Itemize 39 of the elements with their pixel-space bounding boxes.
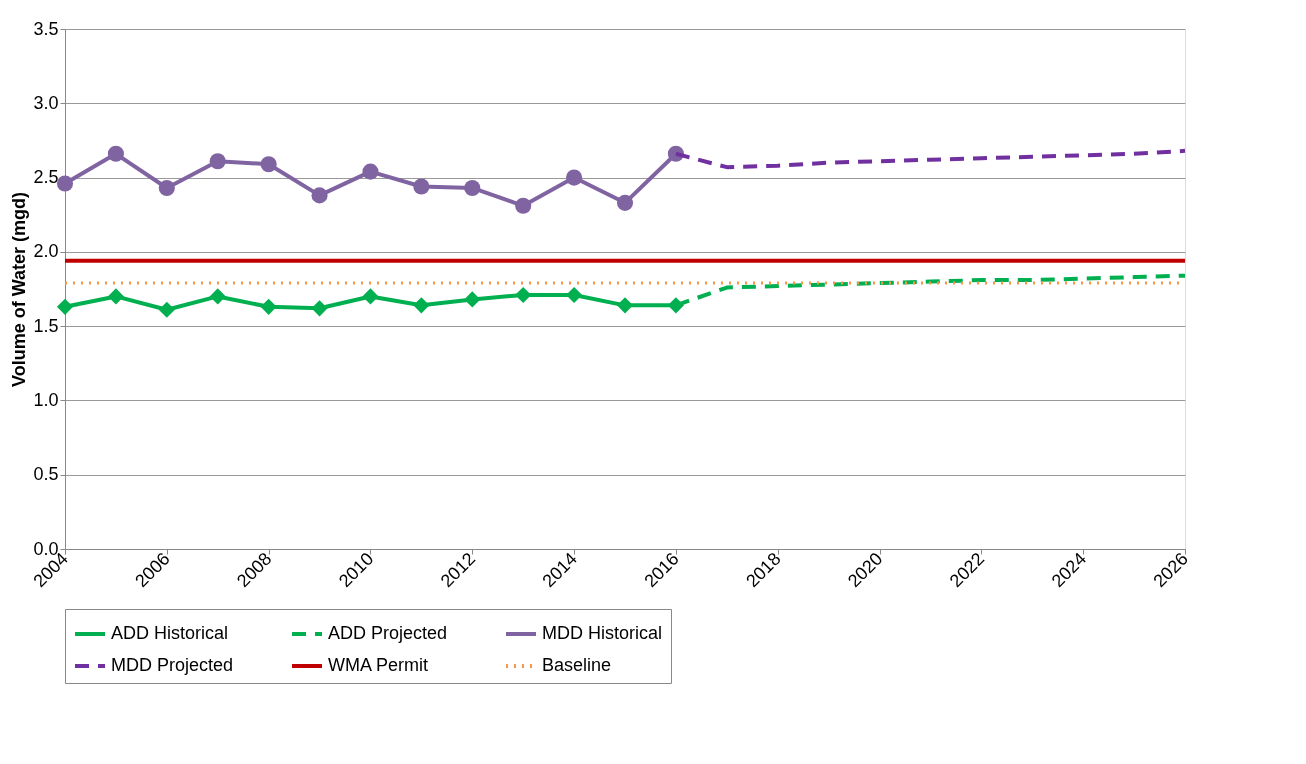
y-axis-title: Volume of Water (mgd) <box>9 192 30 387</box>
point <box>311 300 328 317</box>
point <box>56 175 74 192</box>
point <box>464 179 481 197</box>
point <box>413 178 430 195</box>
point <box>566 169 583 186</box>
y-tick-label: 2.0 <box>33 241 59 262</box>
point <box>515 197 532 214</box>
point <box>616 194 634 211</box>
legend-label: ADD Historical <box>111 623 229 643</box>
legend-label: WMA Permit <box>328 655 429 675</box>
point <box>464 291 481 308</box>
point <box>566 286 583 303</box>
point <box>158 179 175 197</box>
point <box>158 301 175 318</box>
point <box>362 288 379 305</box>
point <box>515 286 532 303</box>
legend-label: ADD Projected <box>328 623 448 643</box>
y-tick-label: 1.5 <box>33 315 59 336</box>
y-tick-label: 3.0 <box>33 92 59 113</box>
y-tick-label: 0.0 <box>33 538 59 559</box>
point <box>209 288 226 305</box>
point <box>107 145 124 162</box>
point <box>362 163 379 180</box>
point <box>56 298 74 315</box>
y-tick-label: 0.5 <box>33 464 59 485</box>
y-tick-label: 3.5 <box>33 18 59 39</box>
y-tick-label: 1.0 <box>33 389 59 410</box>
point <box>107 288 124 305</box>
point <box>413 297 430 314</box>
point <box>260 156 277 173</box>
point <box>260 298 277 315</box>
legend-label: MDD Projected <box>111 655 234 675</box>
point <box>311 187 328 204</box>
point <box>209 153 226 170</box>
legend-label: MDD Historical <box>542 623 663 643</box>
legend-label: Baseline <box>542 655 612 675</box>
y-tick-label: 2.5 <box>33 167 59 188</box>
point <box>616 297 634 314</box>
